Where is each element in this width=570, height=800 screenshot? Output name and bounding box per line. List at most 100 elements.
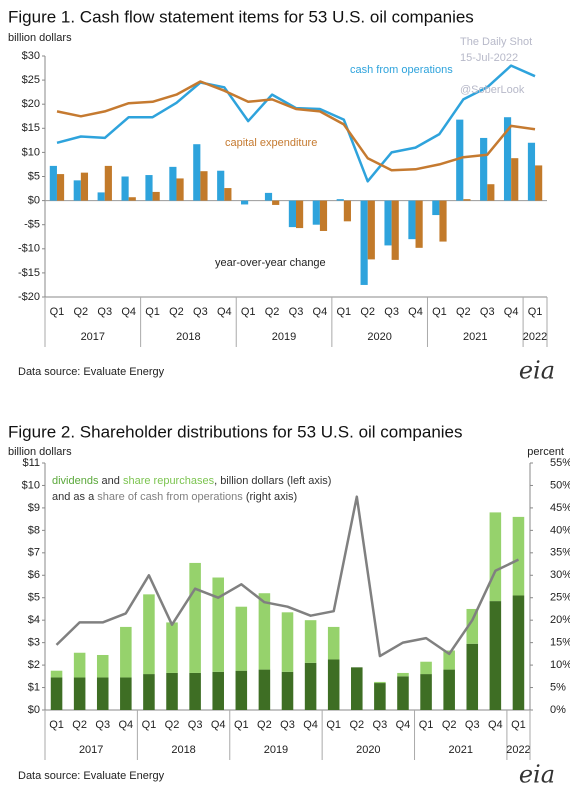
logo: eia	[519, 357, 555, 385]
bar	[56, 174, 65, 201]
bar	[235, 670, 248, 710]
y-tick-label: $25	[22, 74, 40, 86]
line-series	[55, 495, 520, 658]
bar	[217, 170, 225, 201]
bar	[281, 671, 294, 710]
y-tick-label: $5	[28, 170, 40, 182]
x-tick-label: Q2	[349, 719, 364, 731]
x-tick-label: Q4	[118, 719, 133, 731]
bar	[304, 662, 317, 710]
x-group-label: 2017	[81, 331, 105, 343]
bar	[512, 516, 525, 596]
bar	[415, 200, 423, 248]
y-tick-label: $4	[28, 614, 40, 626]
bar	[189, 672, 201, 710]
y2-tick-label: 45%	[550, 502, 570, 514]
bar	[50, 670, 63, 678]
x-tick-label: Q2	[442, 719, 457, 731]
y-tick-label: -$20	[18, 291, 40, 303]
legend-text: , billion dollars (left axis)	[214, 475, 331, 487]
x-tick-label: Q2	[165, 719, 180, 731]
y-tick-label: $5	[28, 592, 40, 604]
bar	[466, 608, 479, 644]
x-tick-label: Q1	[49, 719, 64, 731]
bar	[397, 676, 409, 710]
bar	[527, 142, 536, 201]
bar	[503, 117, 512, 201]
y2-axis-title: percent	[527, 446, 564, 458]
bar	[143, 674, 155, 710]
x-tick-label: Q2	[169, 306, 184, 318]
y-tick-label: $9	[28, 502, 40, 514]
y-tick-label: $1	[28, 681, 40, 693]
bar	[169, 166, 177, 201]
bar	[212, 671, 224, 710]
x-tick-label: Q2	[72, 719, 87, 731]
x-tick-label: Q4	[408, 306, 423, 318]
y-tick-label: -$10	[18, 243, 40, 255]
y-tick-label: $6	[28, 569, 40, 581]
x-tick-label: Q1	[528, 306, 543, 318]
y-tick-label: $15	[22, 122, 40, 134]
bar	[367, 200, 375, 260]
bar	[408, 200, 416, 240]
bar	[319, 200, 328, 231]
x-group-label: 2019	[272, 331, 296, 343]
y2-tick-label: 5%	[550, 681, 566, 693]
x-tick-label: Q4	[504, 306, 519, 318]
bar	[336, 199, 344, 201]
source: Data source: Evaluate Energy	[18, 366, 165, 378]
legend-text: share repurchases	[123, 475, 215, 487]
bar	[420, 661, 432, 675]
bar	[443, 669, 455, 710]
y-tick-label: $10	[22, 146, 40, 158]
x-tick-label: Q2	[265, 306, 280, 318]
x-tick-label: Q2	[360, 306, 375, 318]
logo: eia	[519, 761, 555, 789]
bar	[374, 683, 386, 710]
y-tick-label: $11	[22, 457, 40, 469]
legend-line: dividends and share repurchases, billion…	[52, 475, 331, 487]
bar	[258, 669, 271, 710]
bar	[176, 178, 184, 201]
y2-tick-label: 55%	[550, 457, 570, 469]
bar	[351, 667, 363, 710]
bar	[489, 601, 502, 710]
y-tick-label: $0	[28, 704, 40, 716]
legend-text: (right axis)	[246, 491, 297, 503]
bar	[487, 184, 495, 201]
x-group-label: 2020	[367, 331, 391, 343]
bar	[432, 200, 440, 216]
bar	[224, 188, 232, 201]
bar	[439, 200, 447, 242]
x-tick-label: Q3	[193, 306, 208, 318]
bar	[166, 672, 178, 710]
bar	[456, 119, 464, 201]
y2-tick-label: 15%	[550, 637, 570, 649]
x-tick-label: Q2	[456, 306, 471, 318]
y-axis-title: billion dollars	[8, 32, 72, 44]
source: Data source: Evaluate Energy	[18, 770, 165, 782]
bar	[49, 165, 57, 201]
x-tick-label: Q3	[384, 306, 399, 318]
y-tick-label: $30	[22, 50, 40, 62]
bar	[512, 595, 525, 710]
bar	[120, 677, 132, 710]
y-tick-label: $20	[22, 98, 40, 110]
bar	[281, 612, 294, 672]
bar	[480, 137, 488, 201]
watermark: The Daily Shot	[460, 36, 532, 48]
bar	[397, 672, 409, 677]
watermark: @SoberLook	[460, 84, 525, 96]
x-tick-label: Q3	[480, 306, 495, 318]
bar	[511, 158, 519, 201]
y2-tick-label: 0%	[550, 704, 566, 716]
x-group-label: 2021	[448, 744, 472, 756]
bar	[288, 200, 296, 228]
y-tick-label: $3	[28, 637, 40, 649]
x-group-label: 2018	[171, 744, 195, 756]
series-label: cash from operations	[350, 64, 453, 76]
x-tick-label: Q4	[217, 306, 232, 318]
bar	[264, 192, 273, 201]
bar	[73, 180, 81, 201]
